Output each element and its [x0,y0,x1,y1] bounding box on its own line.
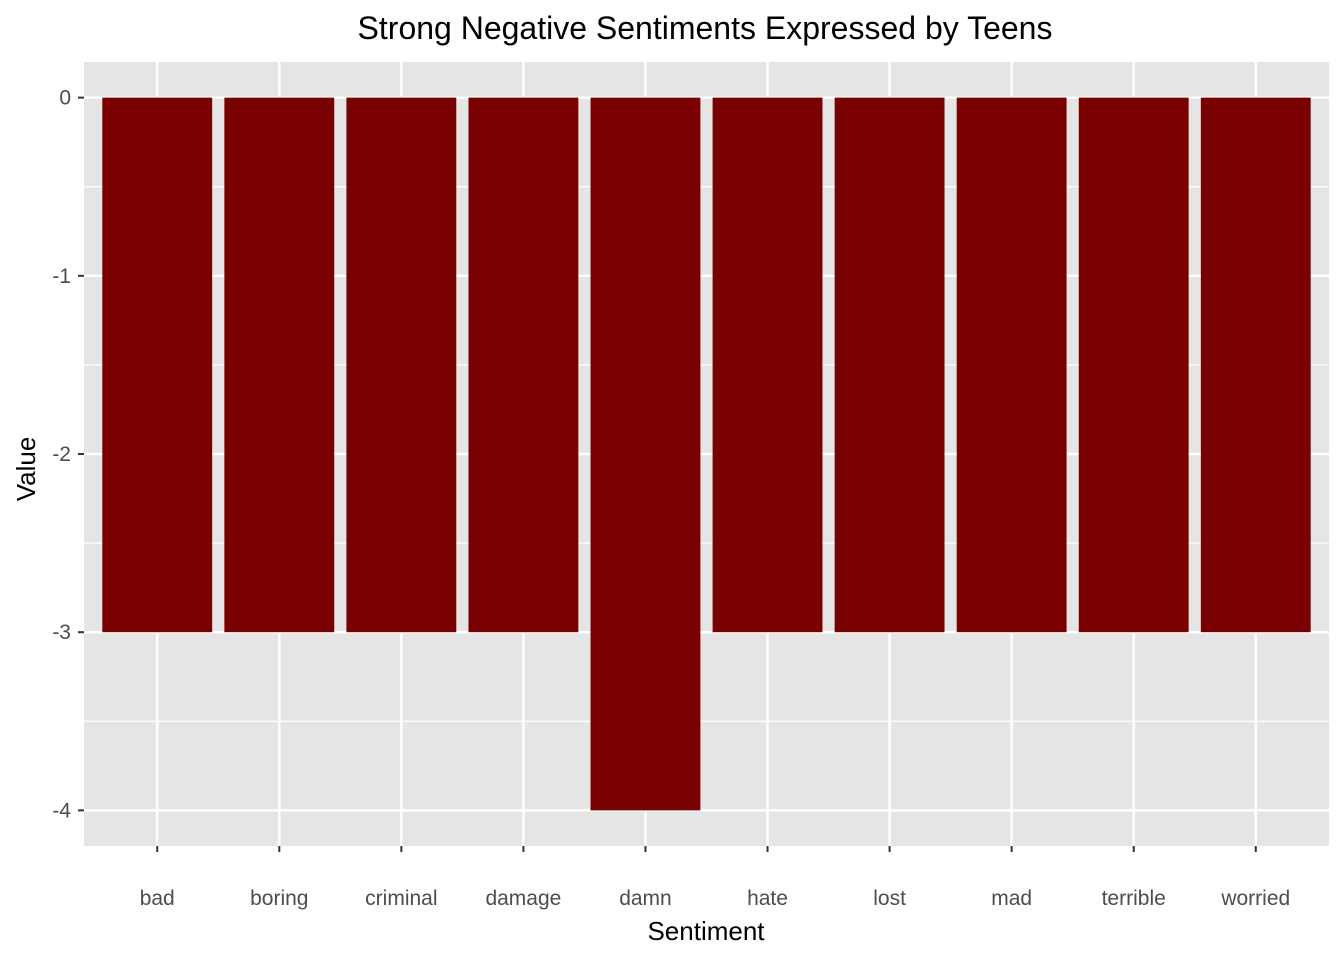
bar-lost [834,97,945,633]
bar-bad [102,97,213,633]
bar-damn [590,97,701,811]
y-tick-label: 0 [59,87,71,110]
x-tick-label: worried [1220,887,1290,910]
x-tick-label: lost [873,887,906,910]
bar-boring [224,97,335,633]
x-axis: bad boring criminal damage damn hate lost mad te… [140,846,1290,910]
bars [102,97,1311,811]
y-axis: 0 -1 -2 -3 -4 [52,87,84,822]
y-tick-label: -1 [52,265,71,288]
bar-worried [1200,97,1311,633]
bar-criminal [346,97,457,633]
bar-damage [468,97,579,633]
x-tick-label: damage [485,887,561,910]
bar-mad [956,97,1067,633]
x-axis-title: Sentiment [647,916,765,946]
chart-title: Strong Negative Sentiments Expressed by … [358,10,1053,46]
x-tick-label: boring [250,887,308,910]
bar-hate [712,97,823,633]
y-tick-label: -4 [52,799,71,822]
x-tick-label: terrible [1102,887,1166,910]
y-tick-label: -2 [52,443,71,466]
y-tick-label: -3 [52,621,71,644]
x-tick-label: criminal [365,887,437,910]
x-tick-label: mad [991,887,1032,910]
x-tick-label: hate [747,887,788,910]
bar-terrible [1078,97,1189,633]
x-tick-label: bad [140,887,175,910]
x-tick-label: damn [619,887,672,910]
y-axis-title: Value [11,437,41,502]
